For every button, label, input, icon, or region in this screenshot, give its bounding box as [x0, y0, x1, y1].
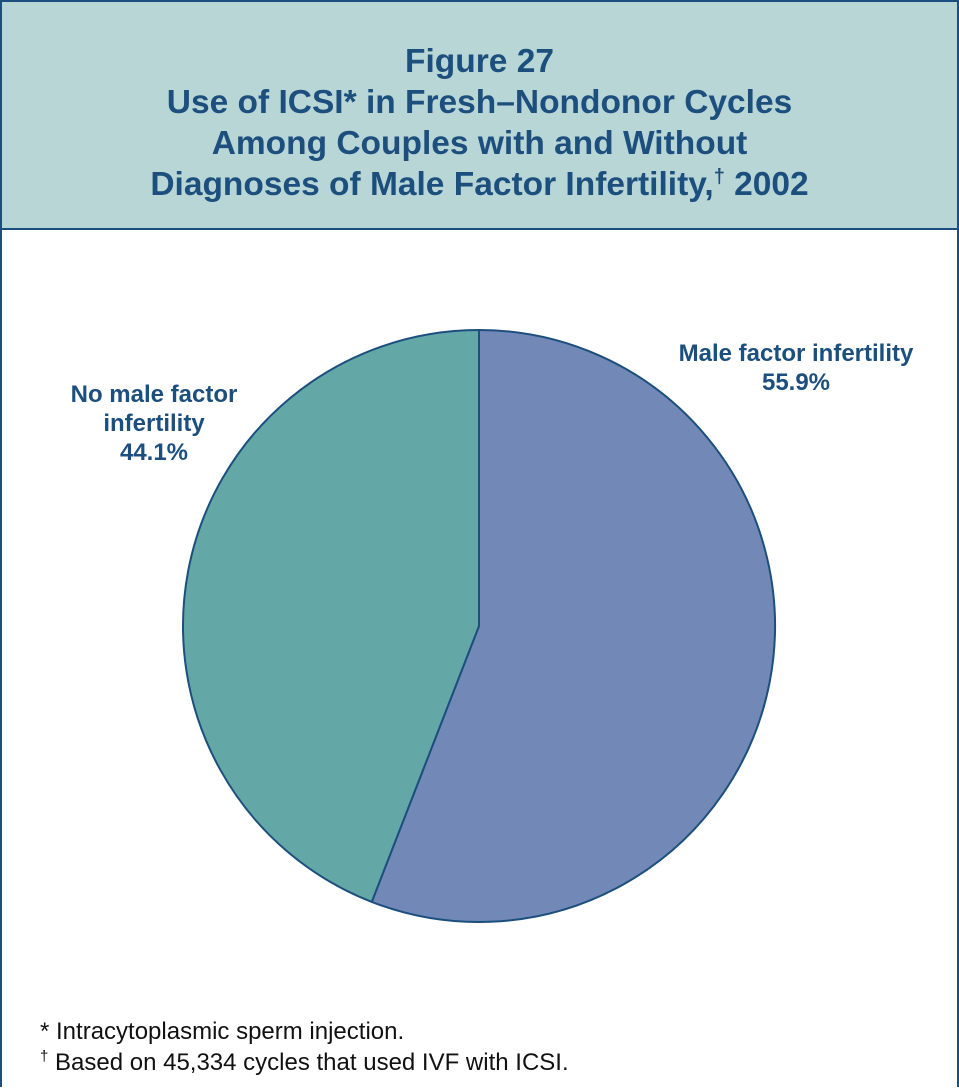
slice-value-male-factor: 55.9% — [761, 369, 831, 396]
figure-title-line-1: Use of ICSI* in Fresh–Nondonor Cycles — [166, 84, 793, 121]
footnote-cycles: † Based on 45,334 cycles that used IVF w… — [40, 1047, 569, 1081]
slice-name-no-male-factor-line-1: No male factor — [70, 381, 238, 408]
slice-label-male-factor: Male factor infertility 55.9% — [646, 339, 946, 397]
figure-title-line-3: Diagnoses of Male Factor Infertility,† 2… — [2, 164, 957, 210]
figure-title-year: 2002 — [724, 166, 809, 203]
slice-name-male-factor: Male factor infertility — [678, 340, 914, 367]
pie-slice-male-factor-infertility — [370, 329, 776, 923]
footnote-text-icsi: Intracytoplasmic sperm injection. — [49, 1018, 405, 1045]
footnote-icsi: * Intracytoplasmic sperm injection. — [40, 1016, 569, 1047]
figure-header: Figure 27 Use of ICSI* in Fresh–Nondonor… — [2, 2, 957, 230]
slice-name-no-male-factor-line-2: infertility — [103, 410, 205, 437]
footnote-mark-asterisk: * — [40, 1018, 50, 1045]
slice-label-no-male-factor: No male factor infertility 44.1% — [34, 380, 274, 467]
figure-title-line-3-main: Diagnoses of Male Factor Infertility, — [150, 166, 714, 203]
slice-value-no-male-factor: 44.1% — [119, 439, 189, 466]
pie-slice-no-male-factor-infertility — [182, 329, 480, 903]
figure-title-line-2: Among Couples with and Without — [211, 125, 748, 162]
footnotes: * Intracytoplasmic sperm injection. † Ba… — [40, 1016, 569, 1081]
figure-number: Figure 27 — [405, 43, 554, 80]
dagger-mark: † — [713, 166, 725, 188]
footnote-mark-dagger: † — [40, 1048, 49, 1065]
footnote-text-cycles: Based on 45,334 cycles that used IVF wit… — [48, 1049, 569, 1076]
